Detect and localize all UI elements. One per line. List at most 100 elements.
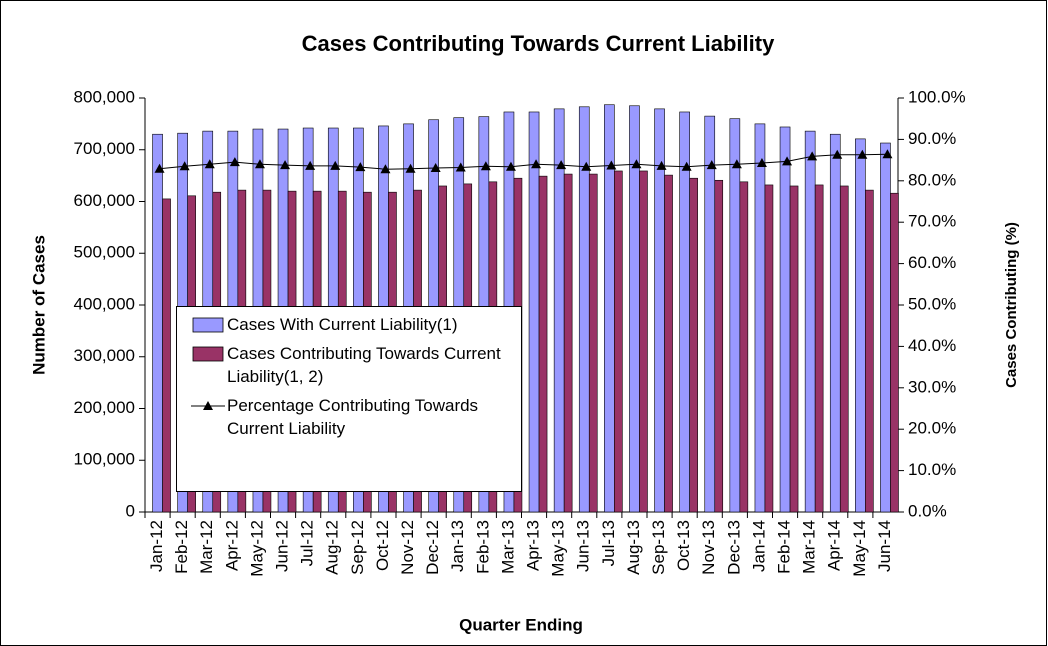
marker xyxy=(229,157,240,167)
legend-swatch xyxy=(192,346,224,362)
marker xyxy=(254,159,265,169)
bar xyxy=(538,175,548,513)
y-axis-title: Number of Cases xyxy=(29,235,48,375)
legend-label: Cases Contributing Towards Current Liabi… xyxy=(227,344,501,386)
bar xyxy=(865,189,874,513)
bar xyxy=(588,173,598,513)
marker xyxy=(179,161,190,171)
x-tick-label: May-12 xyxy=(247,520,266,577)
marker xyxy=(505,161,516,171)
y2-axis-title: Cases Contributing (%) xyxy=(1003,222,1020,388)
bar xyxy=(528,111,540,513)
marker xyxy=(706,160,717,170)
marker xyxy=(681,161,692,171)
y-tick-label: 200,000 xyxy=(74,398,135,417)
x-tick-label: Mar-12 xyxy=(197,520,216,574)
bar xyxy=(789,185,799,513)
legend-box xyxy=(192,346,224,362)
legend: Cases With Current Liability(1) Cases Con… xyxy=(176,306,522,492)
y-tick-label: 500,000 xyxy=(74,243,135,262)
marker xyxy=(355,162,366,172)
x-axis-title: Quarter Ending xyxy=(459,615,583,634)
marker xyxy=(656,160,667,170)
legend-swatch xyxy=(192,317,224,333)
marker xyxy=(807,151,818,161)
line xyxy=(159,153,888,170)
y2-tick-label: 70.0% xyxy=(908,212,956,231)
marker xyxy=(606,160,617,170)
x-tick-label: Mar-13 xyxy=(498,520,517,574)
x-tick-label: Jul-13 xyxy=(599,520,618,566)
y2-tick-label: 40.0% xyxy=(908,336,956,355)
x-tick-label: Nov-13 xyxy=(699,520,718,575)
bar xyxy=(779,126,791,513)
bar xyxy=(152,133,163,513)
x-tick-label: Apr-13 xyxy=(524,520,543,571)
legend-box xyxy=(192,317,224,333)
marker xyxy=(380,164,391,174)
x-tick-label: Jun-12 xyxy=(273,520,292,572)
y2-tick-label: 30.0% xyxy=(908,377,956,396)
bar xyxy=(814,184,824,513)
marker xyxy=(330,160,341,170)
x-tick-label: Feb-12 xyxy=(172,520,191,574)
bar xyxy=(739,181,749,513)
x-tick-label: Nov-12 xyxy=(398,520,417,575)
bar xyxy=(563,173,573,513)
y2-tick-label: 20.0% xyxy=(908,419,956,438)
legend-label: Cases With Current Liability(1) xyxy=(227,315,458,334)
y-tick-label: 100,000 xyxy=(74,450,135,469)
chart-title: Cases Contributing Towards Current Liabi… xyxy=(302,31,775,56)
y-tick-label: 0 xyxy=(126,501,135,520)
marker xyxy=(531,159,542,169)
bar xyxy=(553,108,565,513)
bar xyxy=(664,174,673,513)
legend-marker xyxy=(203,401,213,410)
bar xyxy=(704,115,716,513)
x-tick-label: Feb-13 xyxy=(473,520,492,574)
marker xyxy=(430,162,441,172)
y2-tick-label: 10.0% xyxy=(908,460,956,479)
x-tick-label: Jun-14 xyxy=(875,520,894,572)
x-tick-label: Jan-12 xyxy=(147,520,166,572)
bar xyxy=(729,118,741,513)
marker xyxy=(405,163,416,173)
x-tick-label: Dec-13 xyxy=(724,520,743,575)
marker xyxy=(782,156,793,166)
x-tick-label: Jun-13 xyxy=(574,520,593,572)
marker xyxy=(581,161,592,171)
x-tick-label: May-14 xyxy=(850,520,869,577)
x-tick-label: Jul-12 xyxy=(298,520,317,566)
y2-tick-label: 100.0% xyxy=(908,87,966,106)
bar xyxy=(764,184,774,513)
x-tick-label: Oct-12 xyxy=(373,520,392,571)
bar xyxy=(804,130,816,513)
bar xyxy=(880,142,891,513)
x-tick-label: Jan-13 xyxy=(448,520,467,572)
bar xyxy=(714,179,724,513)
x-tick-label: Oct-13 xyxy=(674,520,693,571)
marker xyxy=(731,159,742,169)
marker xyxy=(455,162,466,172)
y-tick-label: 300,000 xyxy=(74,346,135,365)
marker xyxy=(480,161,491,171)
bar xyxy=(614,170,623,513)
x-tick-label: Dec-12 xyxy=(423,520,442,575)
marker xyxy=(756,157,767,167)
x-tick-label: May-13 xyxy=(549,520,568,577)
bar xyxy=(829,133,841,513)
x-tick-label: Feb-14 xyxy=(775,520,794,574)
x-tick-label: Sep-13 xyxy=(649,520,668,575)
bar xyxy=(639,170,648,513)
x-tick-label: Sep-12 xyxy=(348,520,367,575)
legend-entry: Cases Contributing Towards Current Liabi… xyxy=(183,342,515,388)
bar xyxy=(855,138,866,513)
bar xyxy=(839,185,849,513)
y-tick-label: 700,000 xyxy=(74,139,135,158)
y2-tick-label: 50.0% xyxy=(908,294,956,313)
x-tick-label: Jan-14 xyxy=(749,520,768,572)
marker xyxy=(857,149,868,159)
legend-entry: Cases With Current Liability(1) xyxy=(183,313,515,336)
marker xyxy=(882,149,893,159)
